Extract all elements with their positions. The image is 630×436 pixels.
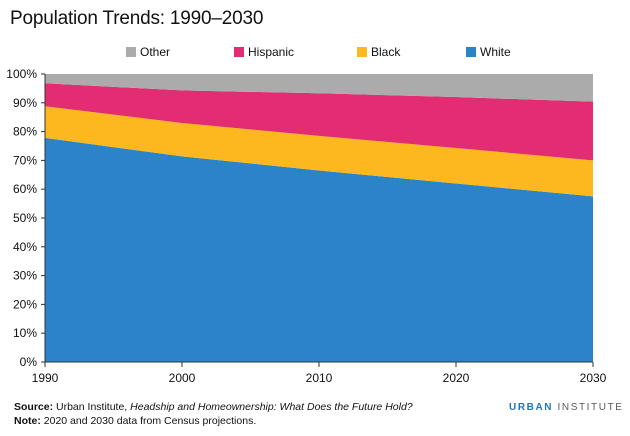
chart-legend: Other Hispanic Black White <box>0 45 630 61</box>
area-hispanic <box>45 83 593 161</box>
legend-label-white: White <box>480 45 511 59</box>
y-tick-label: 50% <box>13 211 37 225</box>
source-line: Source: Urban Institute, Headship and Ho… <box>14 400 413 414</box>
y-tick-label: 80% <box>13 125 37 139</box>
chart-title: Population Trends: 1990–2030 <box>10 8 264 29</box>
legend-label-black: Black <box>371 45 401 59</box>
x-tick-label: 1990 <box>32 371 59 385</box>
note-text: 2020 and 2030 data from Census projectio… <box>40 415 257 427</box>
source-label: Source: <box>14 401 54 413</box>
y-tick-label: 30% <box>13 269 37 283</box>
brand-part1: URBAN <box>509 402 554 413</box>
legend-swatch-hispanic <box>234 47 244 57</box>
legend-label-hispanic: Hispanic <box>248 45 295 59</box>
y-tick-label: 0% <box>20 355 38 369</box>
y-tick-label: 90% <box>13 96 37 110</box>
y-tick-label: 20% <box>13 297 37 311</box>
y-tick-label: 60% <box>13 182 37 196</box>
legend-item-hispanic: Hispanic <box>234 45 294 59</box>
legend-item-other: Other <box>126 45 170 59</box>
y-tick-label: 40% <box>13 240 37 254</box>
note-line: Note: 2020 and 2030 data from Census pro… <box>14 414 413 428</box>
y-tick-label: 10% <box>13 326 37 340</box>
x-tick-label: 2030 <box>580 371 607 385</box>
legend-label-other: Other <box>140 45 171 59</box>
legend-item-white: White <box>466 45 511 59</box>
x-tick-label: 2010 <box>306 371 333 385</box>
area-other <box>45 74 593 102</box>
x-tick-label: 2000 <box>169 371 196 385</box>
legend-item-black: Black <box>357 45 400 59</box>
brand-part2: INSTITUTE <box>553 402 624 413</box>
urban-institute-logo: URBAN INSTITUTE <box>509 402 624 413</box>
chart-footer: Source: Urban Institute, Headship and Ho… <box>14 400 413 428</box>
source-text: Urban Institute, <box>53 401 131 413</box>
y-tick-label: 100% <box>6 67 37 81</box>
area-black <box>45 106 593 197</box>
legend-swatch-black <box>357 47 367 57</box>
area-white <box>45 137 593 362</box>
legend-swatch-other <box>126 47 136 57</box>
note-label: Note: <box>14 415 41 427</box>
x-tick-label: 2020 <box>443 371 470 385</box>
source-title: Headship and Homeownership: What Does th… <box>130 401 413 413</box>
y-tick-label: 70% <box>13 153 37 167</box>
stacked-area-chart: 0% 10% 20% 30% 40% 50% 60% 70% 80% 90% 100% 1990 200… <box>6 67 607 385</box>
legend-swatch-white <box>466 47 476 57</box>
